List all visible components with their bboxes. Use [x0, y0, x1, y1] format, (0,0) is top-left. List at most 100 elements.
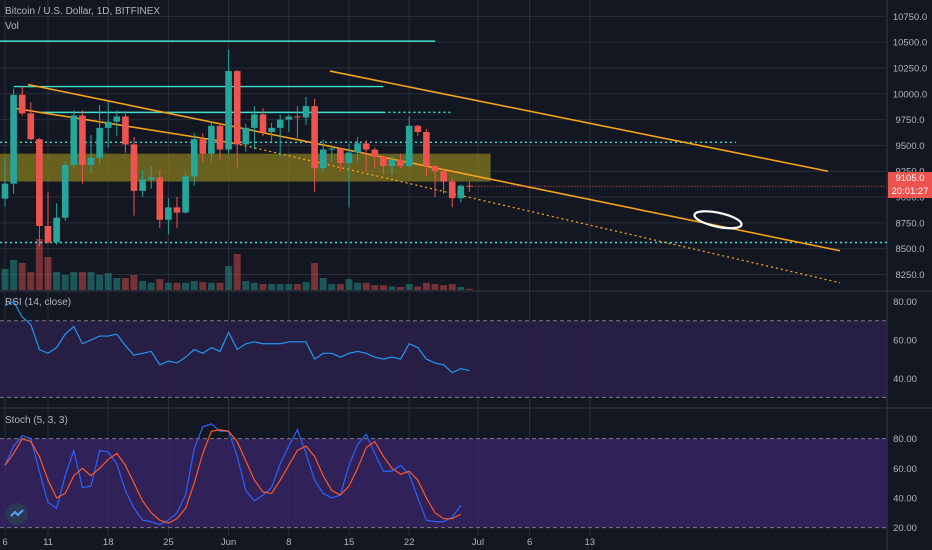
- volume-bar: [414, 286, 422, 290]
- candle-body: [423, 131, 430, 167]
- volume-bar: [70, 272, 78, 290]
- volume-bar: [250, 282, 258, 290]
- candle-body: [147, 177, 155, 180]
- volume-bar: [225, 266, 233, 290]
- candle-body: [233, 71, 241, 145]
- volume-bar: [182, 282, 190, 290]
- y-tick-label: 10000.0: [893, 89, 927, 100]
- candle-body: [337, 148, 344, 163]
- candle-body: [216, 125, 224, 150]
- candle-body: [96, 127, 103, 158]
- volume-bar: [431, 284, 439, 290]
- x-tick-label: 6: [527, 537, 532, 548]
- candle-body: [380, 156, 387, 167]
- stoch-d-line: [4, 429, 462, 524]
- volume-bar: [457, 287, 465, 290]
- volume-bar: [345, 279, 353, 290]
- volume-bar: [35, 239, 43, 290]
- stoch-label: Stoch (5, 3, 3): [5, 415, 68, 426]
- volume-bar: [302, 282, 310, 290]
- x-tick-label: 25: [163, 537, 174, 548]
- volume-bar: [422, 282, 430, 290]
- x-tick-label: 6: [2, 537, 7, 548]
- volume-bar: [164, 282, 172, 290]
- candle-body: [70, 115, 78, 166]
- volume-bar: [293, 284, 301, 290]
- volume-bar: [311, 263, 319, 290]
- candle-body: [405, 125, 413, 167]
- volume-bar: [285, 284, 293, 290]
- stoch-tick-label: 20.00: [893, 523, 917, 534]
- volume-bar: [242, 281, 250, 290]
- candle-body: [414, 125, 422, 132]
- volume-bar: [465, 288, 473, 290]
- stoch-pane: [0, 423, 887, 529]
- x-tick-label: Jun: [221, 537, 236, 548]
- volume-bar: [44, 257, 52, 290]
- volume-bar: [147, 282, 155, 290]
- dotted-trend-line: [234, 142, 841, 284]
- candle-body: [397, 159, 404, 167]
- volume-bar: [130, 275, 138, 290]
- x-tick-label: Jul: [472, 537, 484, 548]
- rsi-tick-label: 40.00: [893, 374, 917, 385]
- volume-bar: [362, 282, 370, 290]
- candle-body: [156, 177, 164, 220]
- candle-body: [122, 116, 129, 145]
- volume-bar: [233, 254, 241, 290]
- tradingview-logo-icon[interactable]: [6, 503, 28, 525]
- candle-body: [371, 149, 379, 157]
- volume-bar: [259, 284, 267, 290]
- y-tick-label: 9500.0: [895, 141, 924, 152]
- volume-bar: [87, 272, 95, 290]
- candle-body: [345, 152, 353, 163]
- channel-upper-line: [329, 70, 829, 173]
- logo-mark: [10, 509, 24, 517]
- volume-bar: [354, 282, 362, 290]
- countdown-tag: 20:01:27: [888, 185, 932, 198]
- candle-body: [10, 94, 17, 184]
- rsi-label: RSI (14, close): [5, 297, 72, 308]
- volume-bar: [10, 260, 18, 290]
- volume-bar: [379, 285, 387, 290]
- candle-body: [388, 159, 396, 167]
- volume-bar: [18, 263, 26, 290]
- candle-body: [259, 114, 267, 132]
- candle-body: [276, 119, 284, 128]
- candle-body: [448, 181, 456, 199]
- volume-bar: [53, 272, 61, 290]
- x-tick-label: 13: [585, 537, 596, 548]
- y-tick-label: 8250.0: [895, 270, 924, 281]
- y-tick-label: 9000.0: [895, 193, 924, 204]
- y-tick-label: 8500.0: [895, 244, 924, 255]
- volume-bar: [156, 279, 164, 290]
- candle-body: [285, 116, 293, 120]
- volume-bar: [405, 284, 413, 290]
- volume-bar: [173, 282, 181, 290]
- candle-body: [165, 207, 172, 220]
- stoch-tick-label: 80.00: [893, 434, 917, 445]
- volume-bar: [268, 284, 276, 290]
- candle-body: [173, 207, 181, 213]
- candle-body: [18, 94, 26, 114]
- volume-bar: [27, 272, 35, 290]
- stoch-tick-label: 60.00: [893, 464, 917, 475]
- volume-label: Vol: [5, 21, 19, 32]
- volume-bar: [121, 278, 129, 290]
- y-tick-label: 10750.0: [893, 12, 927, 23]
- candle-body: [1, 183, 9, 199]
- rsi-pane: [0, 300, 887, 398]
- y-tick-label: 8750.0: [895, 218, 924, 229]
- y-axis: 8250.08500.08750.09000.09250.09500.09750…: [893, 12, 927, 534]
- rsi-tick-label: 80.00: [893, 297, 917, 308]
- candle-body: [139, 179, 146, 191]
- volume-bar: [113, 278, 121, 290]
- candle-body: [311, 106, 318, 169]
- candle-body: [36, 139, 43, 226]
- candle-body: [328, 148, 336, 150]
- candle-body: [199, 139, 207, 154]
- volume-bar: [371, 285, 379, 290]
- candle-body: [130, 144, 138, 191]
- candle-body: [208, 125, 215, 154]
